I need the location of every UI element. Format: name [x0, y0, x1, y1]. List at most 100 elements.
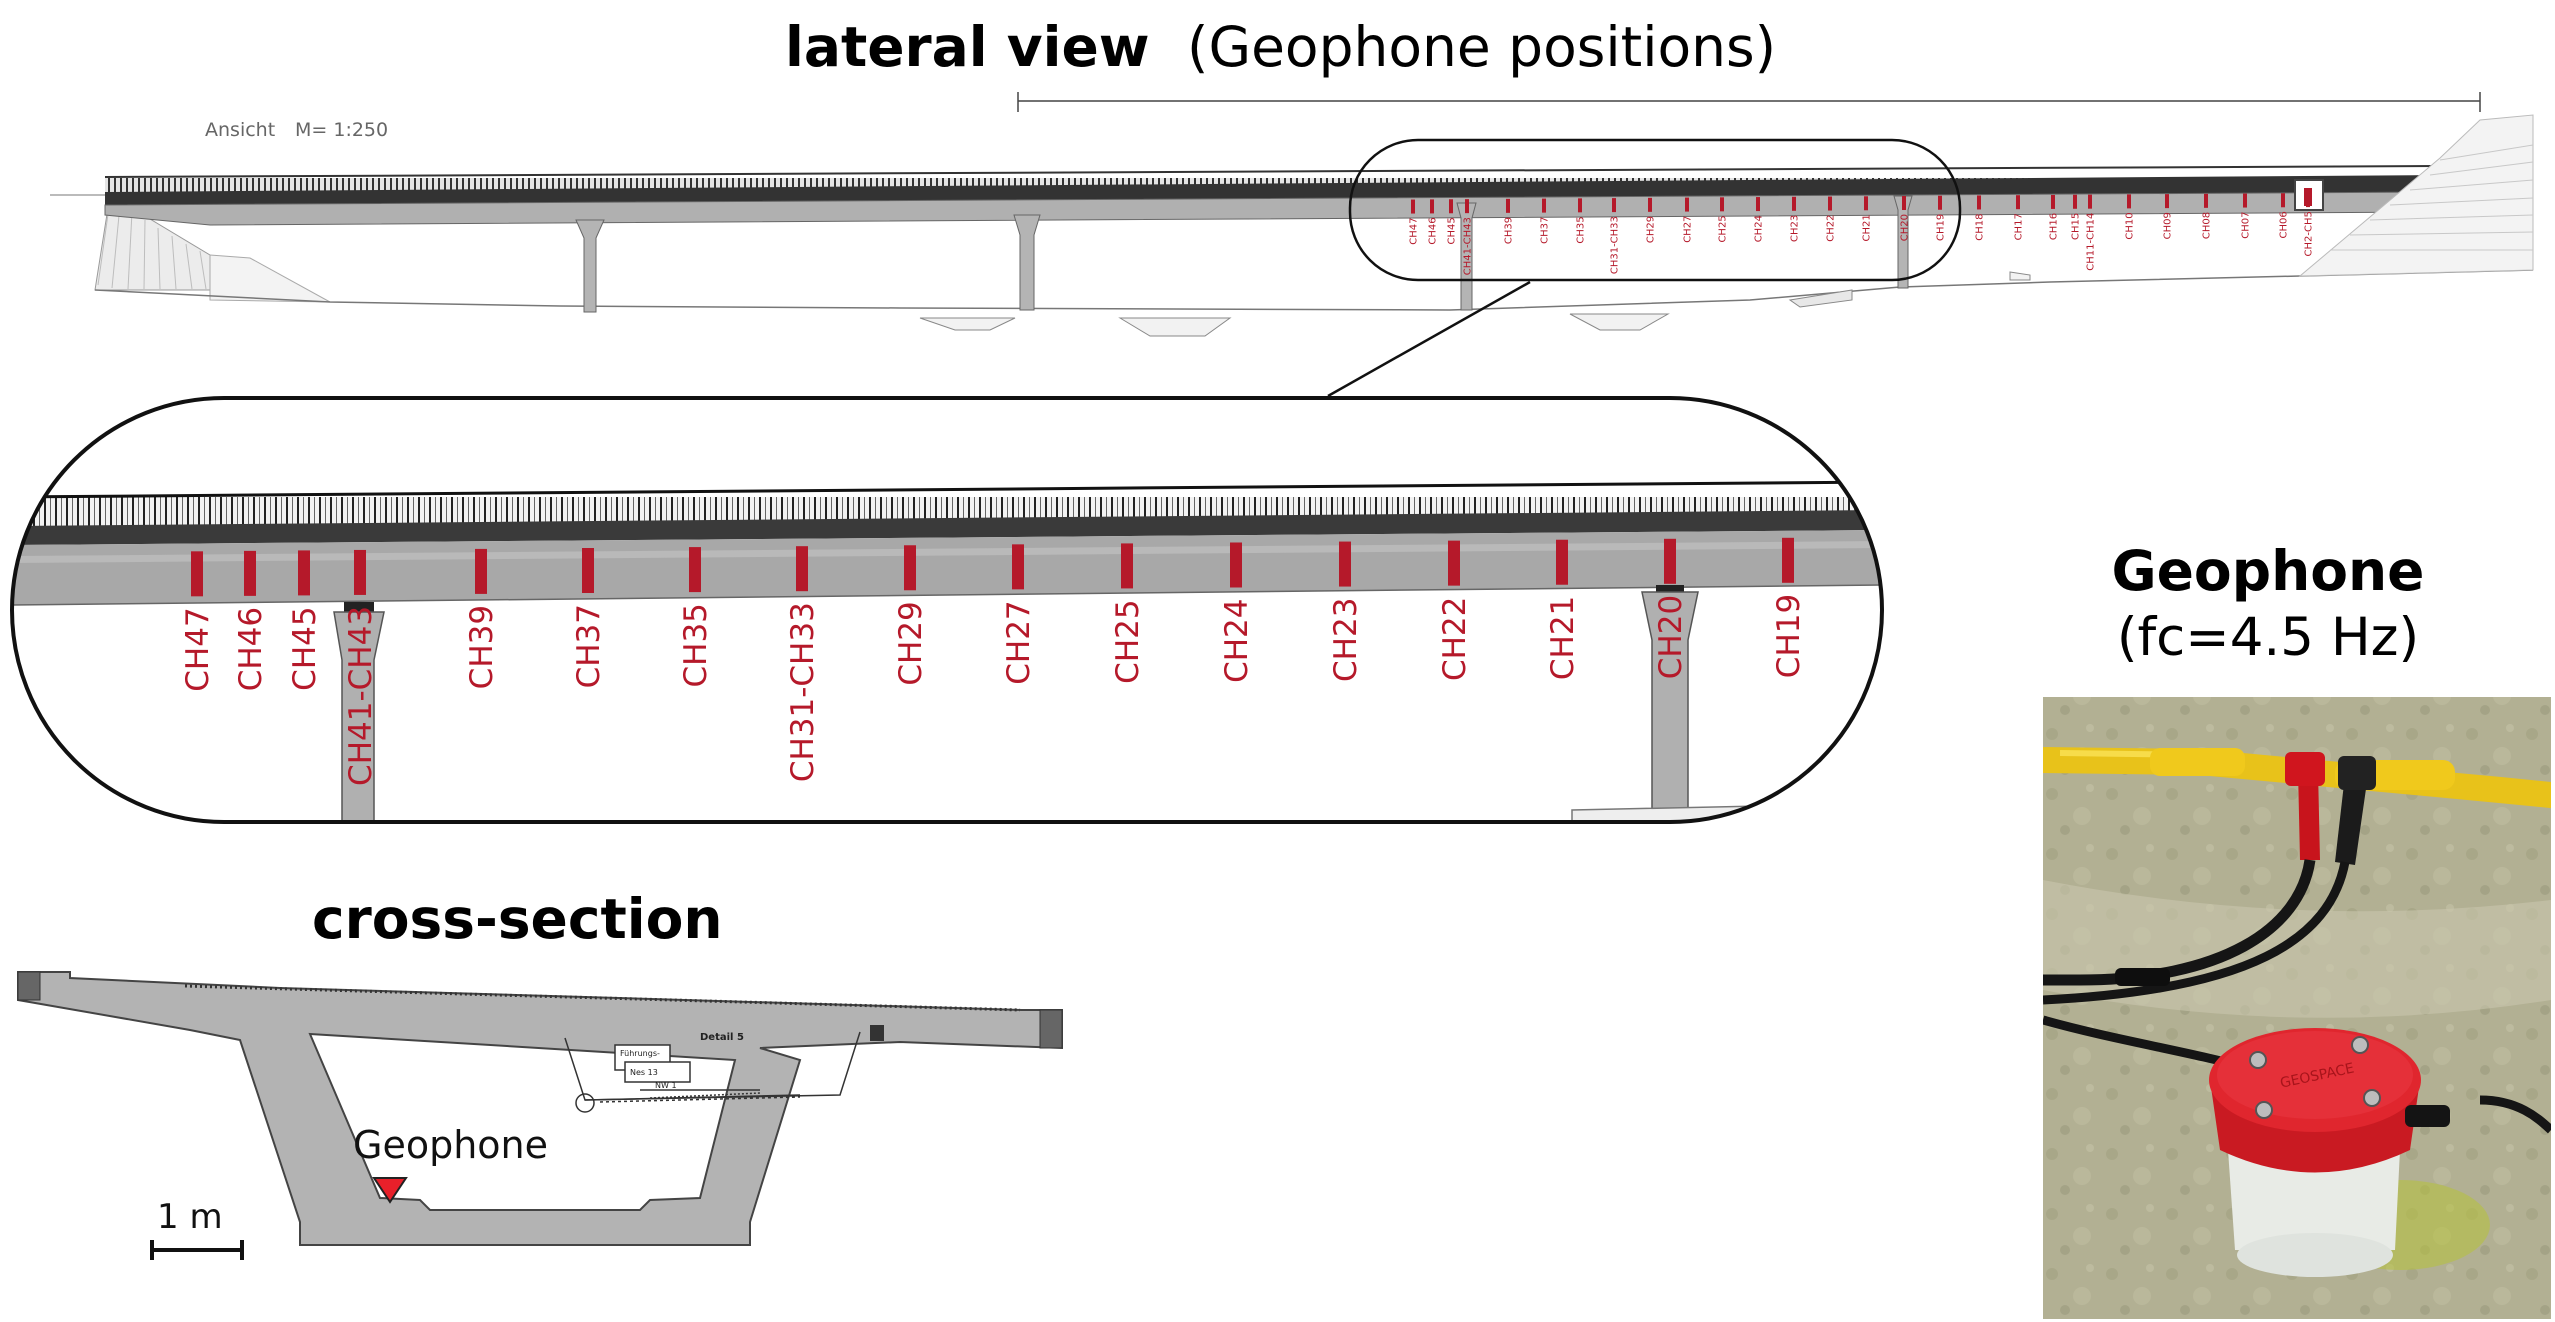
overview-sensor-label: CH18 [1975, 213, 1986, 240]
overview-pier-4 [1788, 195, 1913, 308]
geophone-photo: GEOSPACE [2043, 697, 2551, 1319]
lateral-overview: Ansicht M= 1:250 [50, 92, 2534, 398]
overview-sensor-label: CH41-CH43 [1463, 217, 1474, 275]
lateral-zoom-view: CH47 CH46 CH45 CH41-CH43 CH39 CH37 CH35 CH31-CH… [10, 396, 1884, 824]
overview-sensor-label: CH17 [2014, 213, 2025, 240]
overview-deck [104, 165, 2441, 226]
overview-sensor-bar [1648, 197, 1652, 212]
overview-pier-1 [575, 219, 605, 313]
detail-note-3: NW 1 [655, 1081, 677, 1090]
lateral-view-title-bold: lateral view [785, 15, 1150, 79]
overview-sensor-label: CH27 [1683, 216, 1694, 243]
overview-sensor-bar [2088, 194, 2092, 209]
overview-pier-3 [1456, 202, 1477, 311]
overview-sensor-label: CH25 [1718, 215, 1729, 242]
geophone-marker-icon [372, 1177, 408, 1204]
overview-sensor-label: CH39 [1504, 217, 1515, 244]
scale-ratio-label: M= 1:250 [295, 119, 388, 141]
zoom-sensor-label: CH19 [1771, 594, 1807, 678]
overview-sensor-label: CH22 [1826, 215, 1837, 242]
zoom-sensor-label: CH23 [1328, 598, 1364, 682]
detail-note-2: Detail 5 [700, 1032, 744, 1043]
cross-section-title: cross-section [312, 887, 723, 951]
zoom-sensor-label: CH24 [1219, 598, 1255, 682]
cross-section: cross-section Führungs- Nes 13 Detail 5 … [17, 887, 1063, 1260]
zoom-sensor-label: CH27 [1001, 600, 1037, 684]
overview-sensor-bar [2127, 194, 2131, 209]
zoom-sensor-bar [298, 550, 310, 596]
zoom-sensor-bar [475, 548, 487, 594]
cross-section-geophone-label: Geophone [353, 1123, 548, 1167]
overview-callout-capsule [1348, 138, 1962, 282]
overview-sensor-bar [1430, 199, 1434, 214]
zoom-sensor-bar [1448, 540, 1460, 586]
overview-sensor-bar [1756, 197, 1760, 212]
cross-section-detail-drawing [564, 1031, 861, 1113]
zoom-sensor-label: CH22 [1437, 597, 1473, 681]
overview-sensor-bar [2051, 194, 2055, 209]
overview-sensor-bar [2243, 193, 2247, 208]
zoom-sensor-bar [1012, 544, 1024, 590]
zoom-deck-edge [12, 510, 1882, 545]
cross-section-scale-bar: 1 m [150, 1197, 244, 1260]
zoom-sensor-label: CH20 [1653, 595, 1689, 679]
overview-sensor-label: CH35 [1576, 216, 1587, 243]
zoom-sensor-label: CH46 [233, 607, 269, 691]
zoom-sensor-bar [582, 548, 594, 594]
zoom-sensor-bar [354, 549, 366, 595]
zoom-capsule-frame [10, 396, 1884, 824]
overview-sensor-markers: CH47 CH46 CH45 CH41-CH43 CH39 CH37 CH35 CH31-CH… [1409, 193, 2315, 275]
overview-sensor-label: CH20 [1900, 214, 1911, 241]
overview-sensor-bar [2204, 193, 2208, 208]
overview-sensor-bar [1977, 195, 1981, 210]
callout-connector-line [1327, 280, 1531, 398]
overview-sensor-label: CH29 [1646, 216, 1657, 243]
overview-sensor-label: CH06 [2279, 211, 2290, 238]
overview-sensor-bar [1578, 198, 1582, 213]
overview-sensor-label: CH31-CH33 [1610, 216, 1621, 274]
overview-sensor-label: CH45 [1447, 217, 1458, 244]
detail-note-1: Nes 13 [630, 1068, 658, 1077]
overview-sensor-label: CH10 [2125, 212, 2136, 239]
zoom-sensor-bar [689, 547, 701, 593]
overview-sensor-bar [1465, 199, 1469, 214]
overview-sensor-label: CH09 [2163, 212, 2174, 239]
lateral-view-title-paren: (Geophone positions) [1187, 15, 1776, 79]
zoom-sensor-markers: CH47 CH46 CH45 CH41-CH43 CH39 CH37 CH35 CH31-CH… [180, 537, 1807, 786]
overview-sensor-bar [2073, 194, 2077, 209]
overview-sensor-bar [1864, 196, 1868, 211]
overview-sensor-bar [1612, 198, 1616, 213]
zoom-sensor-label: CH47 [180, 607, 216, 691]
overview-sensor-bar [1411, 199, 1415, 214]
zoom-sensor-bar [1664, 538, 1676, 584]
zoom-sensor-label: CH29 [893, 601, 929, 685]
overview-sensor-label: CH21 [1862, 214, 1873, 241]
overview-sensor-label: CH2-CH5 [2304, 211, 2315, 256]
ground-line [94, 269, 2534, 311]
overview-sensor-bar [1902, 196, 1906, 211]
overview-foundations [919, 271, 2031, 337]
overview-sensor-label: CH08 [2202, 212, 2213, 239]
zoom-sensor-label: CH41-CH43 [343, 606, 379, 786]
overview-sensor-bar [1828, 196, 1832, 211]
zoom-sensor-bar [1339, 541, 1351, 587]
overview-sensor-bar [2281, 193, 2285, 208]
ansicht-label: Ansicht [205, 119, 275, 141]
zoom-sensor-label: CH21 [1545, 596, 1581, 680]
overview-sensor-bar [2165, 194, 2169, 209]
overview-sensor-bar [1720, 197, 1724, 212]
overview-sensor-bar [1792, 196, 1796, 211]
zoom-sensor-bar [1230, 542, 1242, 588]
overview-sensor-label: CH24 [1754, 215, 1765, 242]
detail-note-0: Führungs- [620, 1049, 660, 1058]
zoom-sensor-bar [796, 546, 808, 592]
zoom-pier-left [333, 602, 385, 822]
zoom-sensor-bar [191, 551, 203, 597]
geophone-frequency: (fc=4.5 Hz) [2117, 607, 2419, 668]
overview-sensor-label: CH47 [1409, 218, 1420, 245]
zoom-sensor-label: CH37 [571, 604, 607, 688]
zoom-sensor-bar [904, 545, 916, 591]
overview-sensor-bar [1506, 198, 1510, 213]
geophone-panel: Geophone (fc=4.5 Hz) [2043, 539, 2551, 1319]
